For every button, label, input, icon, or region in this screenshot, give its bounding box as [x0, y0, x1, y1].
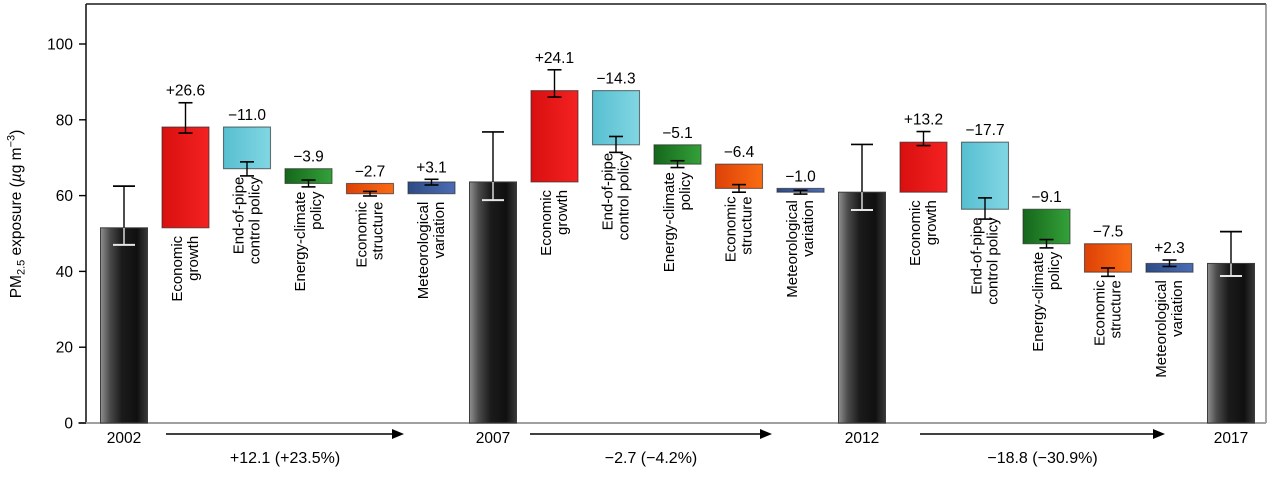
y-tick-label: 100 — [47, 37, 73, 54]
factor-label: variation — [1169, 280, 1186, 337]
bar-economic_growth-s3: +13.2 Economic growth — [899, 112, 948, 266]
y-tick-label: 60 — [56, 188, 74, 205]
value-label: −7.5 — [1093, 224, 1124, 241]
factor-label: End-of-pipe — [969, 217, 986, 295]
factor-label: policy — [1046, 251, 1063, 290]
factor-label: structure — [739, 196, 756, 254]
value-label: +2.3 — [1154, 240, 1185, 257]
value-label: −6.4 — [724, 144, 755, 161]
bar-end_of_pipe-s3: −17.7 End-of-pipe control policy — [960, 122, 1010, 305]
bar-end_of_pipe-s2: −14.3 End-of-pipe control policy — [591, 71, 641, 240]
bar-meteorological-s1: +3.1 Meteorological variation — [407, 159, 456, 300]
arrow-2002-2007: +12.1 (+23.5%) — [166, 429, 404, 467]
year-label: 2007 — [476, 430, 510, 447]
value-label: −17.7 — [965, 122, 1004, 139]
bar-economic_structure-s3: −7.5 Economic structure — [1083, 224, 1133, 346]
factor-label: Meteorological — [1153, 280, 1170, 378]
factor-label: Economic — [907, 200, 924, 266]
bar-energy_climate-s3: −9.1 Energy-climate policy — [1022, 189, 1071, 352]
factor-label: Energy-climate — [1030, 252, 1047, 352]
factor-label: Meteorological — [415, 202, 432, 300]
year-label: 2012 — [845, 430, 879, 447]
bar-economic_growth-s2: +24.1 Economic growth — [530, 50, 579, 256]
bar-end_of_pipe-s1: −11.0 End-of-pipe control policy — [222, 107, 272, 264]
bar-energy_climate-s2: −5.1 Energy-climate policy — [653, 125, 702, 272]
bar-year-2007: 2007 — [469, 131, 517, 447]
value-label: −14.3 — [596, 71, 635, 88]
value-label: −3.9 — [293, 149, 324, 166]
factor-label: growth — [554, 190, 571, 235]
section-change-label: +12.1 (+23.5%) — [230, 450, 340, 467]
y-axis-title: PM2.5 exposure (µg m−3) — [6, 130, 28, 299]
y-tick-label: 20 — [56, 340, 74, 357]
factor-label: structure — [370, 202, 387, 260]
arrow-2012-2017: −18.8 (−30.9%) — [920, 429, 1165, 467]
bar-year-2012: 2012 — [838, 143, 886, 447]
y-tick-label: 40 — [56, 264, 74, 281]
bar-meteorological-s2: −1.0 Meteorological variation — [776, 168, 825, 298]
bar-year-2017: 2017 — [1207, 230, 1255, 447]
factor-label: growth — [923, 200, 940, 245]
year-label: 2002 — [107, 430, 141, 447]
factor-label: structure — [1108, 280, 1125, 338]
year-label: 2017 — [1214, 430, 1248, 447]
value-label: −9.1 — [1031, 189, 1062, 206]
factor-label: variation — [431, 202, 448, 259]
factor-label: policy — [308, 191, 325, 230]
factor-label: growth — [185, 236, 202, 281]
factor-label: control policy — [985, 217, 1002, 305]
value-label: −11.0 — [228, 107, 266, 124]
value-label: +3.1 — [416, 159, 447, 176]
factor-label: End-of-pipe — [231, 177, 248, 255]
factor-label: Economic — [169, 235, 186, 301]
factor-label: Energy-climate — [292, 191, 309, 291]
bar-year-2002: 2002 — [100, 185, 148, 447]
bar-economic_structure-s1: −2.7 Economic structure — [345, 163, 395, 268]
factor-label: control policy — [247, 176, 264, 264]
value-label: +13.2 — [904, 112, 943, 129]
factor-label: variation — [800, 200, 817, 257]
section-change-label: −2.7 (−4.2%) — [605, 450, 698, 467]
bar-economic_growth-s1: +26.6 Economic growth — [161, 83, 210, 302]
bar-economic_structure-s2: −6.4 Economic structure — [714, 144, 764, 262]
factor-label: Economic — [354, 201, 371, 267]
bar-energy_climate-s1: −3.9 Energy-climate policy — [284, 149, 333, 292]
factor-label: control policy — [616, 152, 633, 240]
value-label: −2.7 — [355, 163, 386, 180]
factor-label: policy — [677, 172, 694, 211]
factor-label: End-of-pipe — [600, 153, 617, 231]
value-label: +26.6 — [166, 83, 205, 100]
y-axis: 0 20 40 60 80 100 PM2.5 exposure (µg m−3) — [6, 37, 86, 433]
factor-label: Economic — [538, 189, 555, 255]
arrow-2007-2012: −2.7 (−4.2%) — [530, 429, 772, 467]
factor-label: Energy-climate — [661, 172, 678, 272]
bar-meteorological-s3: +2.3 Meteorological variation — [1145, 240, 1194, 378]
section-change-label: −18.8 (−30.9%) — [987, 450, 1097, 467]
factor-label: Economic — [723, 196, 740, 262]
y-tick-label: 80 — [56, 112, 74, 129]
value-label: −5.1 — [662, 125, 693, 142]
factor-label: Meteorological — [784, 200, 801, 298]
value-label: −1.0 — [785, 168, 816, 185]
y-tick-label: 0 — [64, 416, 73, 433]
value-label: +24.1 — [535, 50, 574, 67]
factor-label: Economic — [1092, 280, 1109, 346]
plot-frame — [78, 3, 1267, 424]
